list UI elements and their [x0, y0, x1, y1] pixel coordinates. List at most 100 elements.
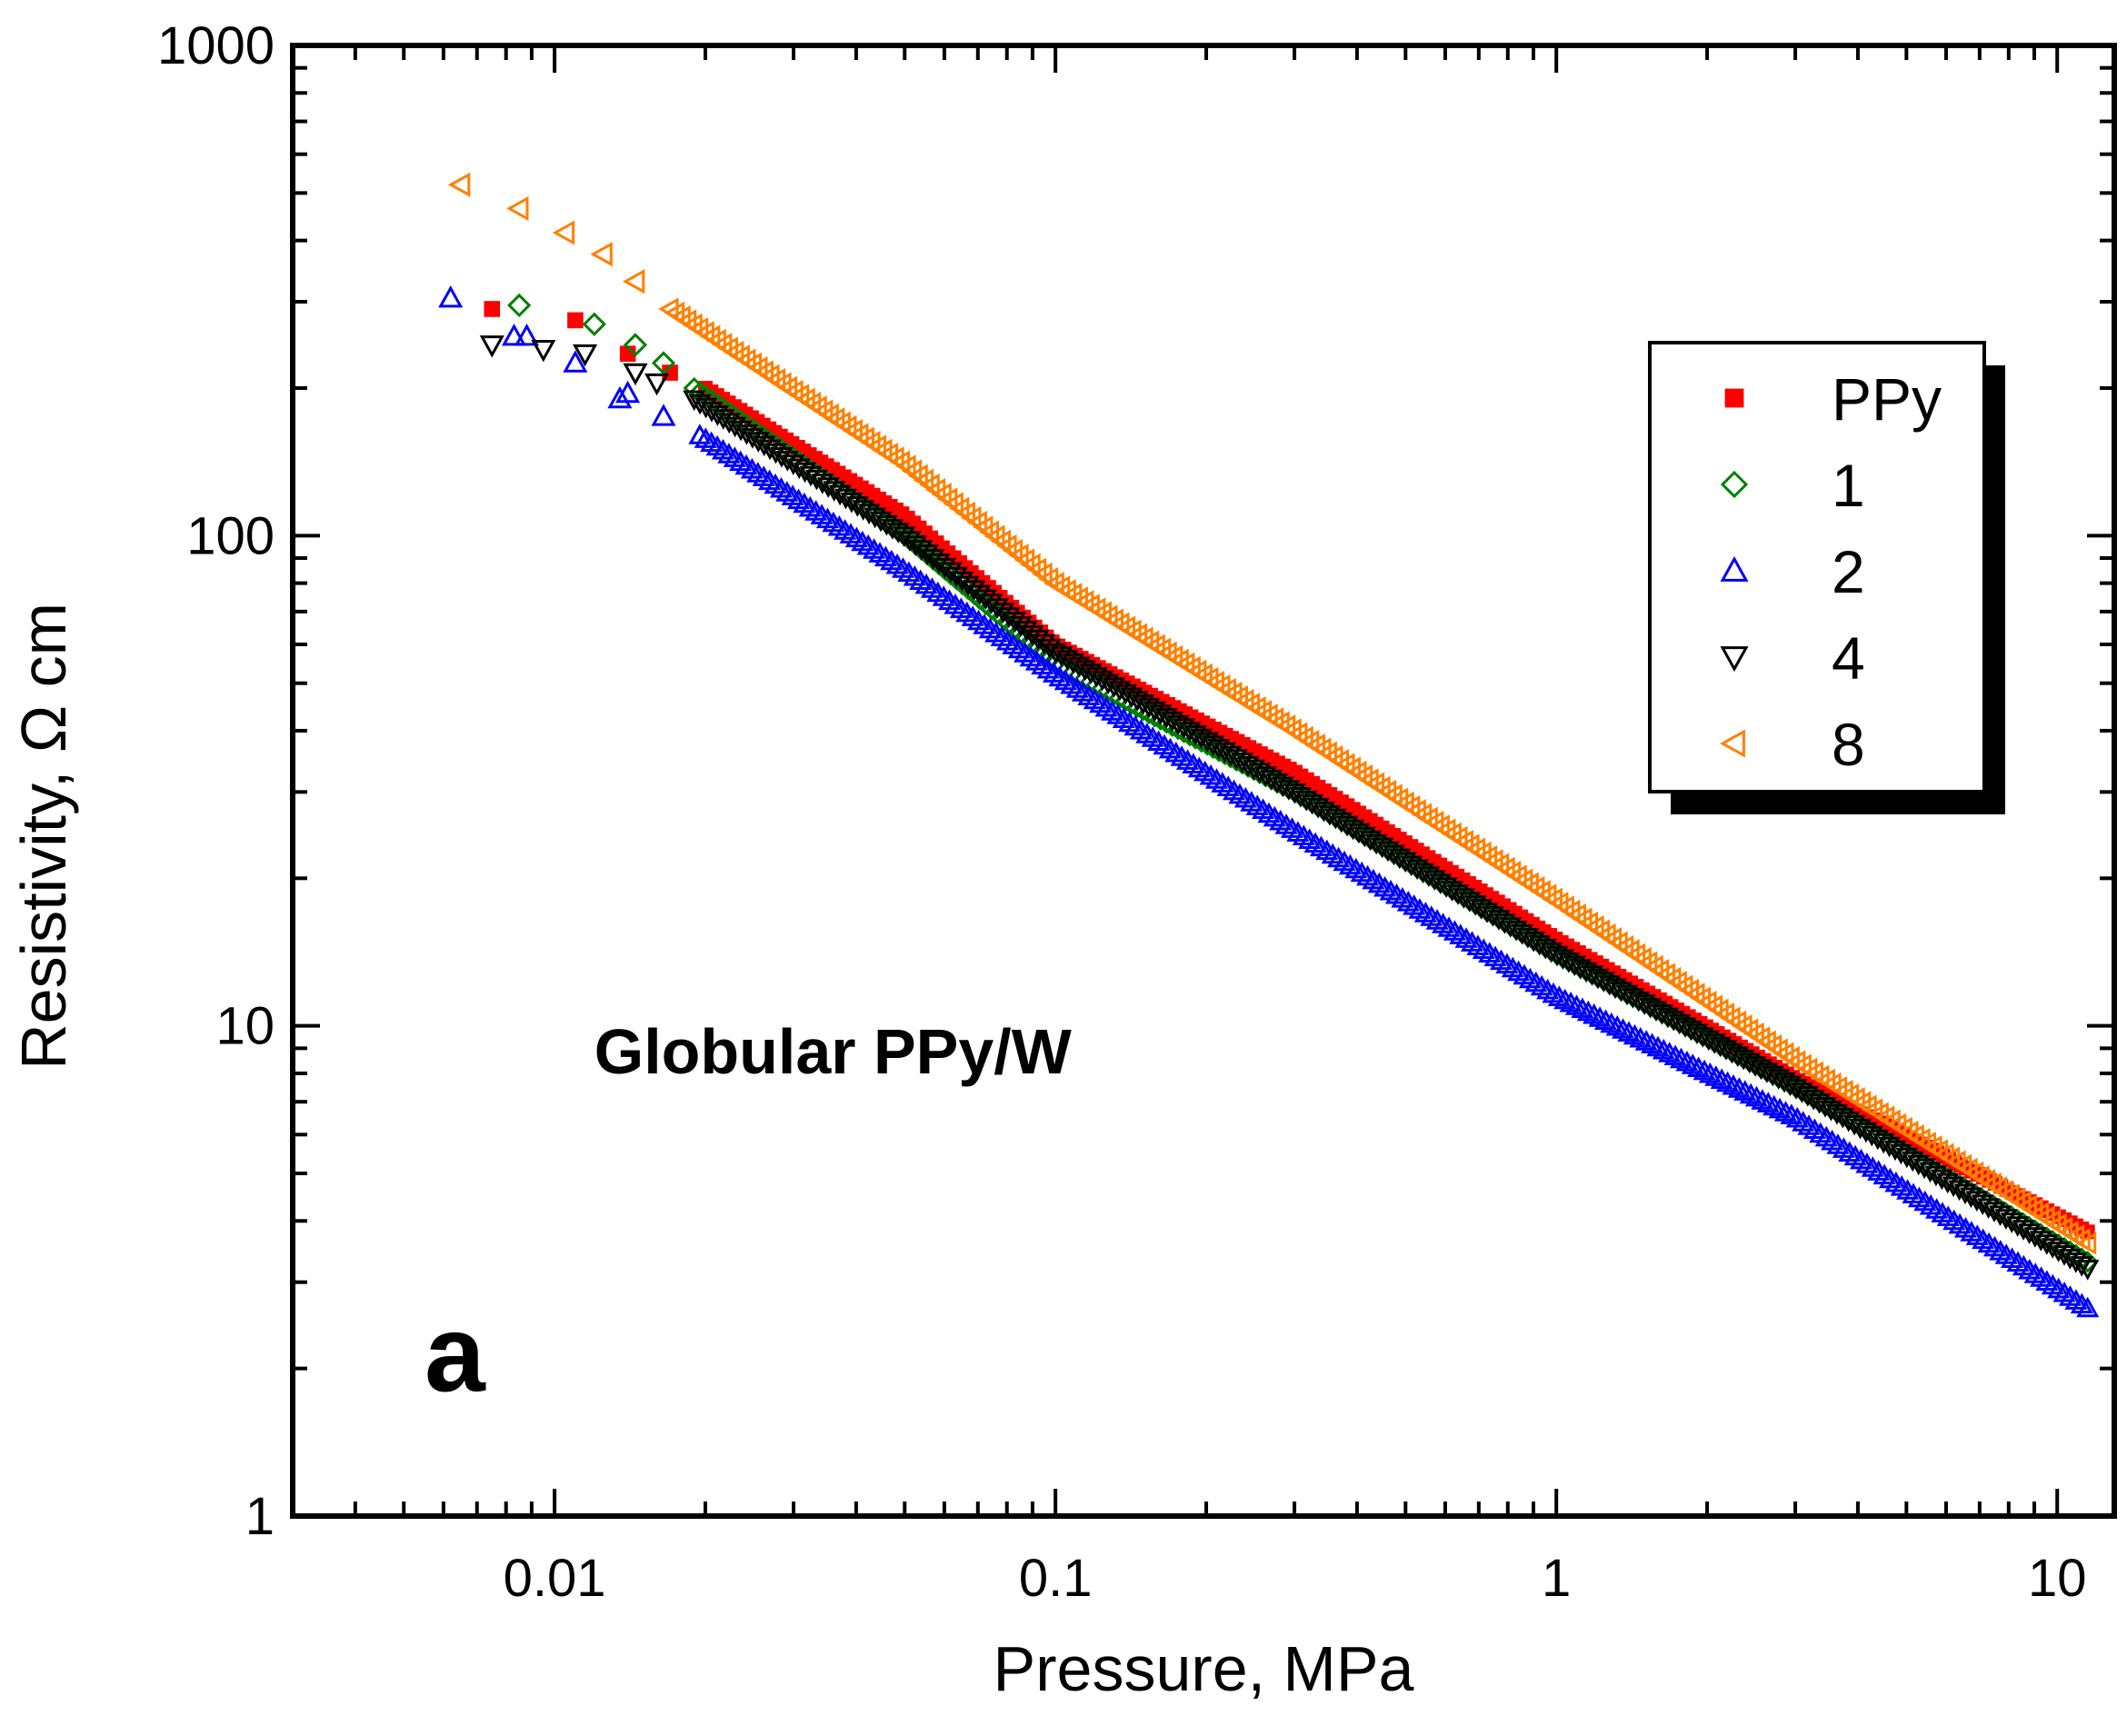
- series-4-point-1: [531, 340, 556, 363]
- series-1-point-89: [1178, 724, 1202, 747]
- series-2-point-167: [1617, 1021, 1641, 1042]
- series-PPy-point-0: [484, 301, 501, 317]
- series-2-point-5: [615, 380, 641, 404]
- series-2-point-172: [1646, 1035, 1670, 1057]
- x-tick-label-2: 1: [1542, 1549, 1571, 1608]
- series-2: [438, 285, 2100, 1318]
- series-2-point-0: [438, 285, 464, 308]
- series-1-point-91: [1190, 730, 1213, 753]
- series-2-point-169: [1629, 1026, 1653, 1048]
- series-8-point-244: [2075, 1232, 2097, 1255]
- series-2-point-158: [1564, 994, 1589, 1015]
- annotations: Globular PPy/W a: [424, 1016, 1072, 1414]
- series-2-point-186: [1727, 1077, 1751, 1098]
- series-2-point-177: [1675, 1050, 1699, 1072]
- series-2-point-179: [1687, 1056, 1711, 1077]
- legend-label-1: 1: [1832, 452, 1865, 519]
- series-1-point-3: [651, 351, 676, 375]
- annotation-0: Globular PPy/W: [594, 1016, 1072, 1087]
- series-2-point-184: [1716, 1071, 1740, 1092]
- series-2-point-187: [1733, 1080, 1757, 1101]
- series-2-point-155: [1547, 985, 1571, 1006]
- series-2-point-174: [1658, 1042, 1682, 1063]
- series-2-point-156: [1553, 988, 1577, 1010]
- y-tick-label-3: 1000: [157, 16, 275, 75]
- series-2-point-161: [1583, 1003, 1606, 1024]
- legend-marker-2-point-0: [1720, 555, 1749, 582]
- series-2-point-157: [1559, 991, 1583, 1013]
- series-1-point-1: [582, 312, 606, 336]
- series-4-point-243: [2070, 1256, 2093, 1277]
- series-2-point-1: [501, 324, 527, 346]
- series-2-point-191: [1756, 1092, 1780, 1112]
- series-2-point-168: [1623, 1023, 1646, 1045]
- series-2-point-185: [1722, 1073, 1745, 1095]
- series-2-point-3: [563, 350, 588, 373]
- y-tick-label-0: 1: [245, 1487, 275, 1546]
- series-2-point-170: [1634, 1030, 1658, 1051]
- legend-item-1: 1: [1720, 452, 1865, 519]
- series-2-point-194: [1773, 1101, 1798, 1122]
- series-PPy-point-1: [567, 312, 584, 329]
- series-1-point-0: [507, 293, 532, 318]
- series-4-point-0: [479, 335, 504, 358]
- series-4-point-244: [2076, 1260, 2100, 1281]
- series-2-point-164: [1600, 1012, 1623, 1033]
- plot-frame: [290, 43, 2117, 1519]
- series-2-point-165: [1605, 1014, 1629, 1036]
- legend-marker-1-point-0: [1720, 470, 1749, 499]
- series-8-point-1: [506, 195, 529, 221]
- y-tick-label-1: 10: [215, 997, 275, 1056]
- series-2-point-189: [1744, 1085, 1769, 1107]
- series-2-point-163: [1593, 1009, 1618, 1030]
- series-2-point-181: [1698, 1062, 1722, 1083]
- series-4: [479, 335, 2100, 1281]
- axis-ticks: [291, 45, 2114, 1518]
- legend-box: [1648, 341, 1986, 793]
- series-2-point-193: [1768, 1097, 1792, 1119]
- series-2-point-175: [1663, 1044, 1687, 1065]
- series-2-point-188: [1739, 1083, 1763, 1104]
- series-2-point-192: [1763, 1094, 1786, 1116]
- series-8-point-2: [552, 220, 575, 245]
- series-2-point-176: [1669, 1047, 1693, 1069]
- x-axis-title: Pressure, MPa: [994, 1633, 1414, 1704]
- series-1-point-88: [1173, 721, 1195, 743]
- annotation-1: a: [424, 1292, 486, 1414]
- x-tick-label-0: 0.01: [504, 1549, 606, 1608]
- legend-label-4: 4: [1832, 624, 1865, 692]
- x-tick-label-3: 10: [2028, 1549, 2087, 1608]
- series-2-point-178: [1681, 1053, 1704, 1074]
- series-4-point-3: [623, 363, 648, 386]
- legend-item-PPy: PPy: [1724, 365, 1942, 433]
- series-2-point-6: [651, 404, 676, 426]
- series-8-point-3: [590, 242, 613, 267]
- series-8-point-4: [622, 269, 645, 294]
- series-1-point-90: [1184, 727, 1207, 750]
- legend-label-2: 2: [1832, 538, 1865, 605]
- series-8-point-0: [447, 172, 471, 197]
- series-2-point-183: [1710, 1068, 1733, 1089]
- series-2-point-4: [607, 385, 633, 409]
- x-tick-label-1: 0.1: [1019, 1549, 1093, 1608]
- series-8: [447, 172, 2097, 1255]
- series-2-point-166: [1612, 1018, 1635, 1039]
- legend-item-2: 2: [1720, 538, 1865, 605]
- axis-tick-labels: 0.01 0.1 1 10 1 10 100 1000: [157, 16, 2087, 1608]
- y-axis-title: Resistivity, Ω cm: [8, 603, 79, 1070]
- series-1-point-2: [623, 333, 648, 357]
- series-2-point-246: [2076, 1296, 2100, 1318]
- legend-marker-PPy-point-0: [1724, 388, 1744, 408]
- series-4-point-2: [573, 344, 598, 367]
- series-2-point-180: [1693, 1059, 1716, 1081]
- data-markers: [438, 172, 2100, 1318]
- series-2-point-173: [1652, 1038, 1675, 1060]
- legend-item-8: 8: [1719, 711, 1865, 778]
- series-2-point-159: [1571, 997, 1594, 1018]
- series-2-point-2: [514, 324, 540, 346]
- series-2-point-190: [1751, 1089, 1774, 1110]
- series-2-point-171: [1641, 1033, 1664, 1053]
- legend: PPy 1 2 4 8: [1648, 341, 2005, 814]
- legend-items: PPy 1 2 4 8: [1719, 365, 1942, 778]
